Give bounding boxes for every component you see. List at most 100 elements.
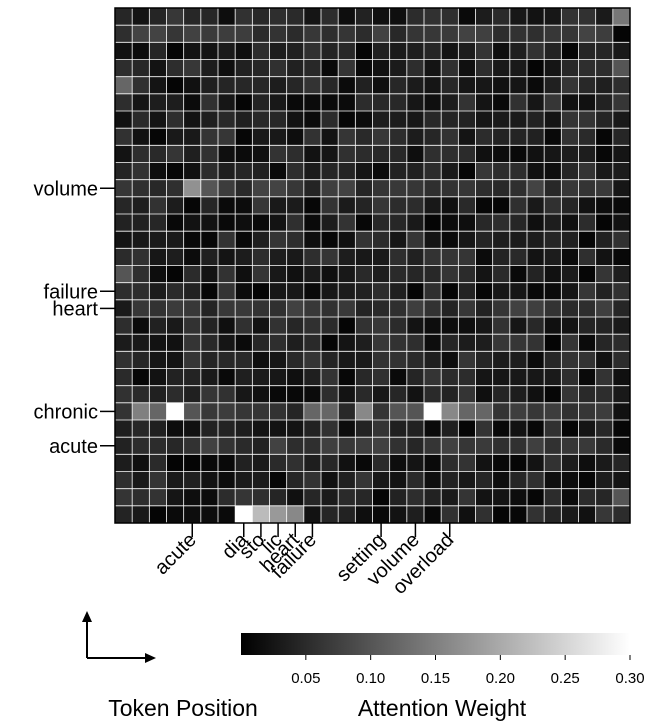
heatmap-cell	[149, 282, 167, 300]
heatmap-cell	[372, 93, 390, 111]
heatmap-cell	[424, 437, 442, 455]
heatmap-cell	[115, 162, 133, 180]
heatmap-cell	[578, 248, 596, 266]
heatmap-cell	[578, 128, 596, 146]
heatmap-cell	[441, 59, 459, 77]
heatmap-cell	[303, 111, 321, 129]
heatmap-cell	[115, 196, 133, 214]
heatmap-cell	[509, 214, 527, 232]
heatmap-cell	[218, 162, 236, 180]
heatmap-cell	[286, 42, 304, 60]
heatmap-cell	[355, 317, 373, 335]
heatmap-cell	[132, 42, 150, 60]
heatmap-cell	[355, 8, 373, 26]
heatmap-cell	[595, 231, 613, 249]
heatmap-cell	[321, 334, 339, 352]
heatmap-cell	[595, 25, 613, 43]
heatmap-cell	[527, 454, 545, 472]
heatmap-cell	[149, 248, 167, 266]
heatmap-cell	[132, 471, 150, 489]
heatmap-cell	[492, 471, 510, 489]
heatmap-cell	[269, 128, 287, 146]
heatmap-cell	[458, 111, 476, 129]
heatmap-cell	[355, 59, 373, 77]
heatmap-cell	[527, 351, 545, 369]
heatmap-cell	[578, 351, 596, 369]
heatmap-cell	[544, 454, 562, 472]
heatmap-cell	[424, 351, 442, 369]
heatmap-cell	[303, 368, 321, 386]
heatmap-cell	[527, 505, 545, 523]
heatmap-cell	[200, 282, 218, 300]
heatmap-cell	[612, 437, 630, 455]
heatmap-cell	[389, 248, 407, 266]
heatmap-cell	[321, 368, 339, 386]
heatmap-cell	[492, 8, 510, 26]
heatmap-cell	[235, 437, 253, 455]
heatmap-cell	[115, 248, 133, 266]
heatmap-cell	[509, 25, 527, 43]
heatmap-cell	[200, 231, 218, 249]
heatmap-cell	[372, 196, 390, 214]
colorbar-tick-label: 0.10	[356, 670, 385, 687]
heatmap-cell	[372, 42, 390, 60]
heatmap-cell	[252, 385, 270, 403]
heatmap-cell	[166, 505, 184, 523]
heatmap-cell	[252, 420, 270, 438]
heatmap-cell	[389, 505, 407, 523]
heatmap-cell	[252, 93, 270, 111]
heatmap-cell	[286, 59, 304, 77]
heatmap-cell	[218, 420, 236, 438]
heatmap-cell	[183, 282, 201, 300]
heatmap-cell	[269, 42, 287, 60]
heatmap-cell	[561, 454, 579, 472]
heatmap-cell	[458, 231, 476, 249]
heatmap-cell	[338, 265, 356, 283]
heatmap-cell	[578, 265, 596, 283]
heatmap-cell	[235, 385, 253, 403]
heatmap-cell	[183, 454, 201, 472]
heatmap-cell	[595, 299, 613, 317]
heatmap-cell	[269, 282, 287, 300]
heatmap-cell	[269, 265, 287, 283]
heatmap-cell	[355, 145, 373, 163]
heatmap-cell	[389, 76, 407, 94]
heatmap-cell	[269, 8, 287, 26]
heatmap-cell	[218, 8, 236, 26]
heatmap-cell	[612, 128, 630, 146]
heatmap-cell	[441, 214, 459, 232]
heatmap-cell	[612, 505, 630, 523]
heatmap-cell	[475, 59, 493, 77]
heatmap-cell	[115, 282, 133, 300]
heatmap-cell	[338, 334, 356, 352]
heatmap-cell	[406, 128, 424, 146]
heatmap-cell	[355, 471, 373, 489]
heatmap-cell	[286, 351, 304, 369]
heatmap-cell	[200, 351, 218, 369]
heatmap-cell	[218, 437, 236, 455]
heatmap-cell	[578, 437, 596, 455]
heatmap-cell	[458, 76, 476, 94]
heatmap-cell	[406, 231, 424, 249]
heatmap-cell	[166, 351, 184, 369]
heatmap-cell	[544, 471, 562, 489]
heatmap-cell	[561, 505, 579, 523]
heatmap-cell	[183, 351, 201, 369]
heatmap-cell	[612, 25, 630, 43]
heatmap-cell	[424, 145, 442, 163]
heatmap-cell	[338, 368, 356, 386]
heatmap-cell	[269, 454, 287, 472]
heatmap-cell	[166, 111, 184, 129]
heatmap-cell	[183, 385, 201, 403]
heatmap-cell	[544, 179, 562, 197]
heatmap-cell	[355, 299, 373, 317]
heatmap-cell	[303, 128, 321, 146]
heatmap-cell	[183, 111, 201, 129]
heatmap-cell	[166, 265, 184, 283]
heatmap-cell	[544, 76, 562, 94]
heatmap-cell	[338, 282, 356, 300]
heatmap-cell	[424, 368, 442, 386]
heatmap-cell	[406, 59, 424, 77]
heatmap-cell	[612, 368, 630, 386]
heatmap-cell	[441, 76, 459, 94]
